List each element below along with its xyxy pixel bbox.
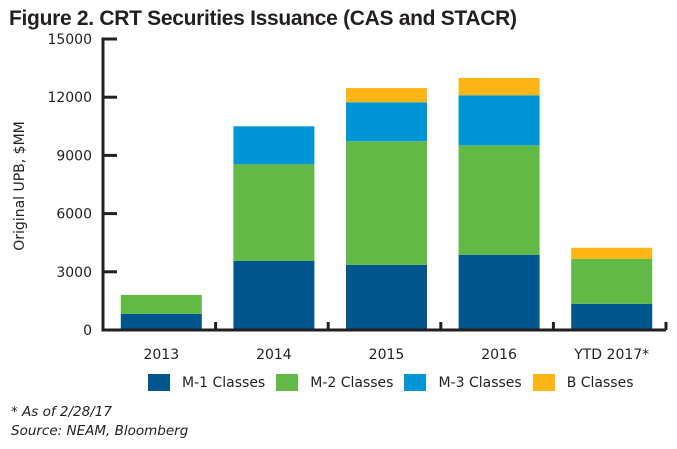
x-tick-label: 2015 (369, 347, 405, 363)
source-note: Source: NEAM, Bloomberg (11, 423, 189, 439)
bar-segment-m-1-classes-2013 (120, 313, 202, 330)
legend: M-1 Classes M-2 Classes M-3 Classes B Cl… (148, 374, 645, 391)
y-tick-label: 12000 (47, 90, 92, 106)
y-axis-ticks: 0 3000 6000 9000 12000 15000 (47, 32, 117, 339)
bar-segment-m-1-classes-2014 (233, 260, 315, 330)
bar-segment-m-2-classes-2015 (346, 141, 427, 265)
legend-swatch-m1 (148, 374, 170, 391)
y-tick-label: 3000 (56, 265, 92, 281)
bar-segment-b-classes-ytd-2017 (571, 247, 653, 259)
bar-segment-b-classes-2015 (346, 88, 427, 103)
bar-segment-m-3-classes-2016 (458, 95, 540, 146)
x-tick-label: 2013 (143, 347, 179, 363)
legend-label-m1: M-1 Classes (182, 374, 266, 391)
bar-segment-b-classes-2016 (458, 77, 540, 96)
bar-segment-m-1-classes-ytd-2017 (571, 303, 653, 330)
y-tick-label: 9000 (56, 148, 92, 164)
chart-title: Figure 2. CRT Securities Issuance (CAS a… (9, 7, 517, 30)
legend-item-m1: M-1 Classes (148, 374, 265, 391)
legend-label-b: B Classes (566, 374, 634, 391)
legend-swatch-m2 (276, 374, 299, 391)
legend-item-b: B Classes (532, 374, 634, 391)
bars-group (120, 77, 653, 330)
footnote: * As of 2/28/17 (11, 404, 112, 420)
legend-item-m3: M-3 Classes (404, 374, 522, 391)
x-tick-label: 2014 (256, 347, 292, 363)
legend-label-m2: M-2 Classes (310, 374, 394, 391)
bar-segment-m-2-classes-2014 (233, 164, 315, 261)
bar-segment-m-2-classes-ytd-2017 (571, 258, 653, 304)
y-tick-label: 0 (83, 323, 92, 339)
y-axis-title: Original UPB, $MM (12, 121, 28, 251)
x-tick-label: 2016 (481, 347, 517, 363)
bar-segment-m-1-classes-2015 (346, 264, 427, 330)
bar-segment-m-2-classes-2016 (458, 145, 540, 255)
bar-segment-m-2-classes-2013 (120, 294, 202, 314)
x-axis-ticks: 2013 2014 2015 2016 YTD 2017* (143, 322, 668, 363)
bar-segment-m-3-classes-2014 (233, 126, 315, 165)
y-tick-label: 6000 (56, 207, 92, 223)
notes: * As of 2/28/17 Source: NEAM, Bloomberg (11, 403, 188, 441)
legend-label-m3: M-3 Classes (438, 374, 522, 391)
legend-swatch-b (532, 374, 555, 391)
chart-plot: 0 3000 6000 9000 12000 15000 2013 2014 2015 2016… (12, 32, 668, 363)
x-tick-label: YTD 2017* (573, 347, 649, 363)
bar-segment-m-3-classes-2015 (346, 102, 427, 142)
y-tick-label: 15000 (47, 32, 92, 48)
bar-segment-m-1-classes-2016 (458, 254, 540, 330)
legend-item-m2: M-2 Classes (276, 374, 393, 391)
legend-swatch-m3 (404, 374, 427, 391)
